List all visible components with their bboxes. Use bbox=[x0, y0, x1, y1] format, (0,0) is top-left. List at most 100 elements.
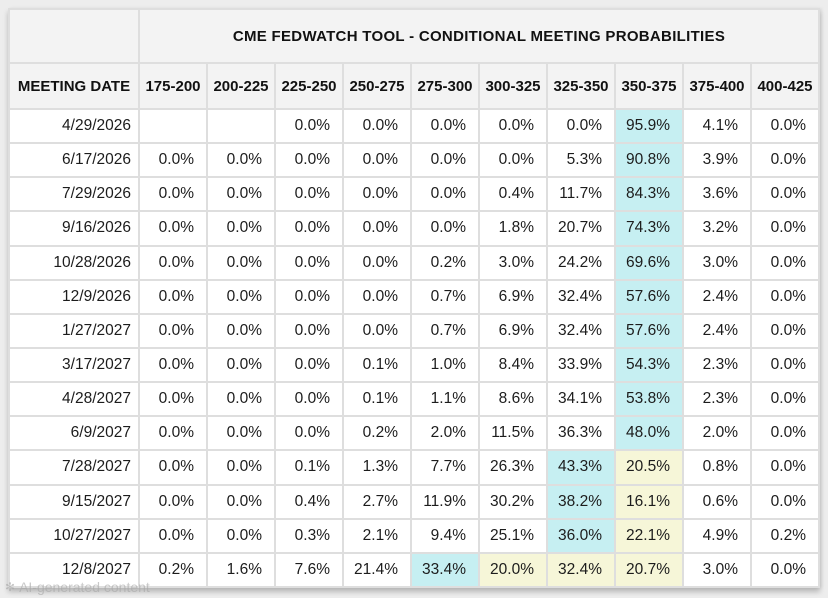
probability-cell: 2.7% bbox=[344, 485, 410, 518]
probability-cell: 0.0% bbox=[752, 383, 818, 416]
probability-cell: 0.0% bbox=[480, 144, 546, 177]
probability-cell: 2.0% bbox=[684, 417, 750, 450]
probability-cell: 0.0% bbox=[140, 280, 206, 313]
meeting-date-cell: 12/8/2027 bbox=[10, 553, 138, 586]
rate-range-header: 350-375 bbox=[616, 64, 682, 108]
probability-cell: 7.7% bbox=[412, 451, 478, 484]
probability-cell: 20.7% bbox=[548, 212, 614, 245]
probability-cell: 20.5% bbox=[616, 451, 682, 484]
rate-range-header: 400-425 bbox=[752, 64, 818, 108]
probability-cell: 0.0% bbox=[344, 280, 410, 313]
meeting-date-cell: 3/17/2027 bbox=[10, 348, 138, 382]
probability-cell: 0.0% bbox=[208, 417, 274, 450]
probability-cell: 0.0% bbox=[752, 110, 818, 143]
probability-cell: 3.0% bbox=[480, 246, 546, 279]
probability-cell: 0.6% bbox=[684, 485, 750, 518]
probability-cell: 0.0% bbox=[140, 417, 206, 450]
probability-cell: 0.0% bbox=[140, 246, 206, 279]
table-title: CME FEDWATCH TOOL - CONDITIONAL MEETING … bbox=[140, 10, 818, 62]
probability-cell: 32.4% bbox=[548, 553, 614, 586]
probability-cell: 20.0% bbox=[480, 553, 546, 586]
probability-cell: 3.2% bbox=[684, 212, 750, 245]
probability-cell: 0.0% bbox=[752, 144, 818, 177]
probability-cell: 0.0% bbox=[276, 348, 342, 382]
meeting-date-cell: 10/27/2027 bbox=[10, 519, 138, 552]
meeting-date-header: MEETING DATE bbox=[10, 64, 138, 108]
probability-cell: 0.7% bbox=[412, 314, 478, 347]
probability-cell: 25.1% bbox=[480, 519, 546, 552]
meeting-date-cell: 7/28/2027 bbox=[10, 451, 138, 484]
probability-cell: 0.0% bbox=[752, 178, 818, 211]
probability-cell: 4.1% bbox=[684, 110, 750, 143]
rate-range-header: 375-400 bbox=[684, 64, 750, 108]
probability-cell: 54.3% bbox=[616, 348, 682, 382]
probability-cell: 8.6% bbox=[480, 383, 546, 416]
probability-cell: 0.2% bbox=[752, 519, 818, 552]
probability-cell: 0.0% bbox=[140, 144, 206, 177]
probability-cell: 0.0% bbox=[208, 383, 274, 416]
probability-cell: 0.0% bbox=[752, 212, 818, 245]
probability-cell: 7.6% bbox=[276, 553, 342, 586]
probability-cell: 0.0% bbox=[208, 280, 274, 313]
rate-range-header: 300-325 bbox=[480, 64, 546, 108]
probability-cell: 0.4% bbox=[480, 178, 546, 211]
probability-cell: 0.0% bbox=[208, 246, 274, 279]
probability-cell: 0.0% bbox=[276, 383, 342, 416]
probability-cell: 3.0% bbox=[684, 553, 750, 586]
probability-cell: 2.4% bbox=[684, 280, 750, 313]
probability-cell: 11.5% bbox=[480, 417, 546, 450]
probability-cell: 0.0% bbox=[344, 314, 410, 347]
probability-cell: 57.6% bbox=[616, 314, 682, 347]
probability-cell: 3.0% bbox=[684, 246, 750, 279]
meeting-date-cell: 12/9/2026 bbox=[10, 280, 138, 313]
probability-cell: 2.3% bbox=[684, 383, 750, 416]
probability-cell: 0.0% bbox=[140, 314, 206, 347]
probability-cell: 6.9% bbox=[480, 314, 546, 347]
probability-cell: 8.4% bbox=[480, 348, 546, 382]
probability-cell: 1.6% bbox=[208, 553, 274, 586]
probability-cell: 22.1% bbox=[616, 519, 682, 552]
probability-cell: 0.0% bbox=[208, 314, 274, 347]
probability-cell: 2.1% bbox=[344, 519, 410, 552]
meeting-date-cell: 4/28/2027 bbox=[10, 383, 138, 416]
probability-cell: 0.0% bbox=[344, 144, 410, 177]
probability-cell: 0.0% bbox=[276, 110, 342, 143]
rate-range-header: 225-250 bbox=[276, 64, 342, 108]
probability-cell: 16.1% bbox=[616, 485, 682, 518]
probability-cell: 0.0% bbox=[140, 485, 206, 518]
probability-cell: 57.6% bbox=[616, 280, 682, 313]
probability-cell: 24.2% bbox=[548, 246, 614, 279]
probability-cell: 0.0% bbox=[208, 144, 274, 177]
meeting-date-cell: 6/9/2027 bbox=[10, 417, 138, 450]
probability-cell: 48.0% bbox=[616, 417, 682, 450]
probability-cell: 2.4% bbox=[684, 314, 750, 347]
probability-cell: 0.0% bbox=[276, 314, 342, 347]
probability-cell: 4.9% bbox=[684, 519, 750, 552]
rate-range-header: 325-350 bbox=[548, 64, 614, 108]
rate-range-header: 250-275 bbox=[344, 64, 410, 108]
probability-cell: 0.0% bbox=[140, 348, 206, 382]
probability-cell: 0.0% bbox=[752, 451, 818, 484]
probability-cell: 69.6% bbox=[616, 246, 682, 279]
probability-cell: 33.4% bbox=[412, 553, 478, 586]
probability-cell: 43.3% bbox=[548, 451, 614, 484]
probability-cell: 32.4% bbox=[548, 280, 614, 313]
probability-cell: 2.0% bbox=[412, 417, 478, 450]
probability-cell: 34.1% bbox=[548, 383, 614, 416]
probability-cell: 21.4% bbox=[344, 553, 410, 586]
probability-cell: 0.0% bbox=[208, 348, 274, 382]
probability-cell: 0.0% bbox=[752, 348, 818, 382]
probability-cell: 1.0% bbox=[412, 348, 478, 382]
probability-cell: 0.0% bbox=[276, 417, 342, 450]
probability-cell: 0.0% bbox=[344, 246, 410, 279]
probability-cell: 3.6% bbox=[684, 178, 750, 211]
rate-range-header: 275-300 bbox=[412, 64, 478, 108]
probability-cell: 0.0% bbox=[412, 110, 478, 143]
probability-cell: 32.4% bbox=[548, 314, 614, 347]
probability-table: CME FEDWATCH TOOL - CONDITIONAL MEETING … bbox=[8, 8, 820, 588]
table-corner-cell bbox=[10, 10, 138, 62]
probability-cell: 0.0% bbox=[208, 451, 274, 484]
probability-cell: 0.1% bbox=[344, 383, 410, 416]
probability-cell: 0.3% bbox=[276, 519, 342, 552]
